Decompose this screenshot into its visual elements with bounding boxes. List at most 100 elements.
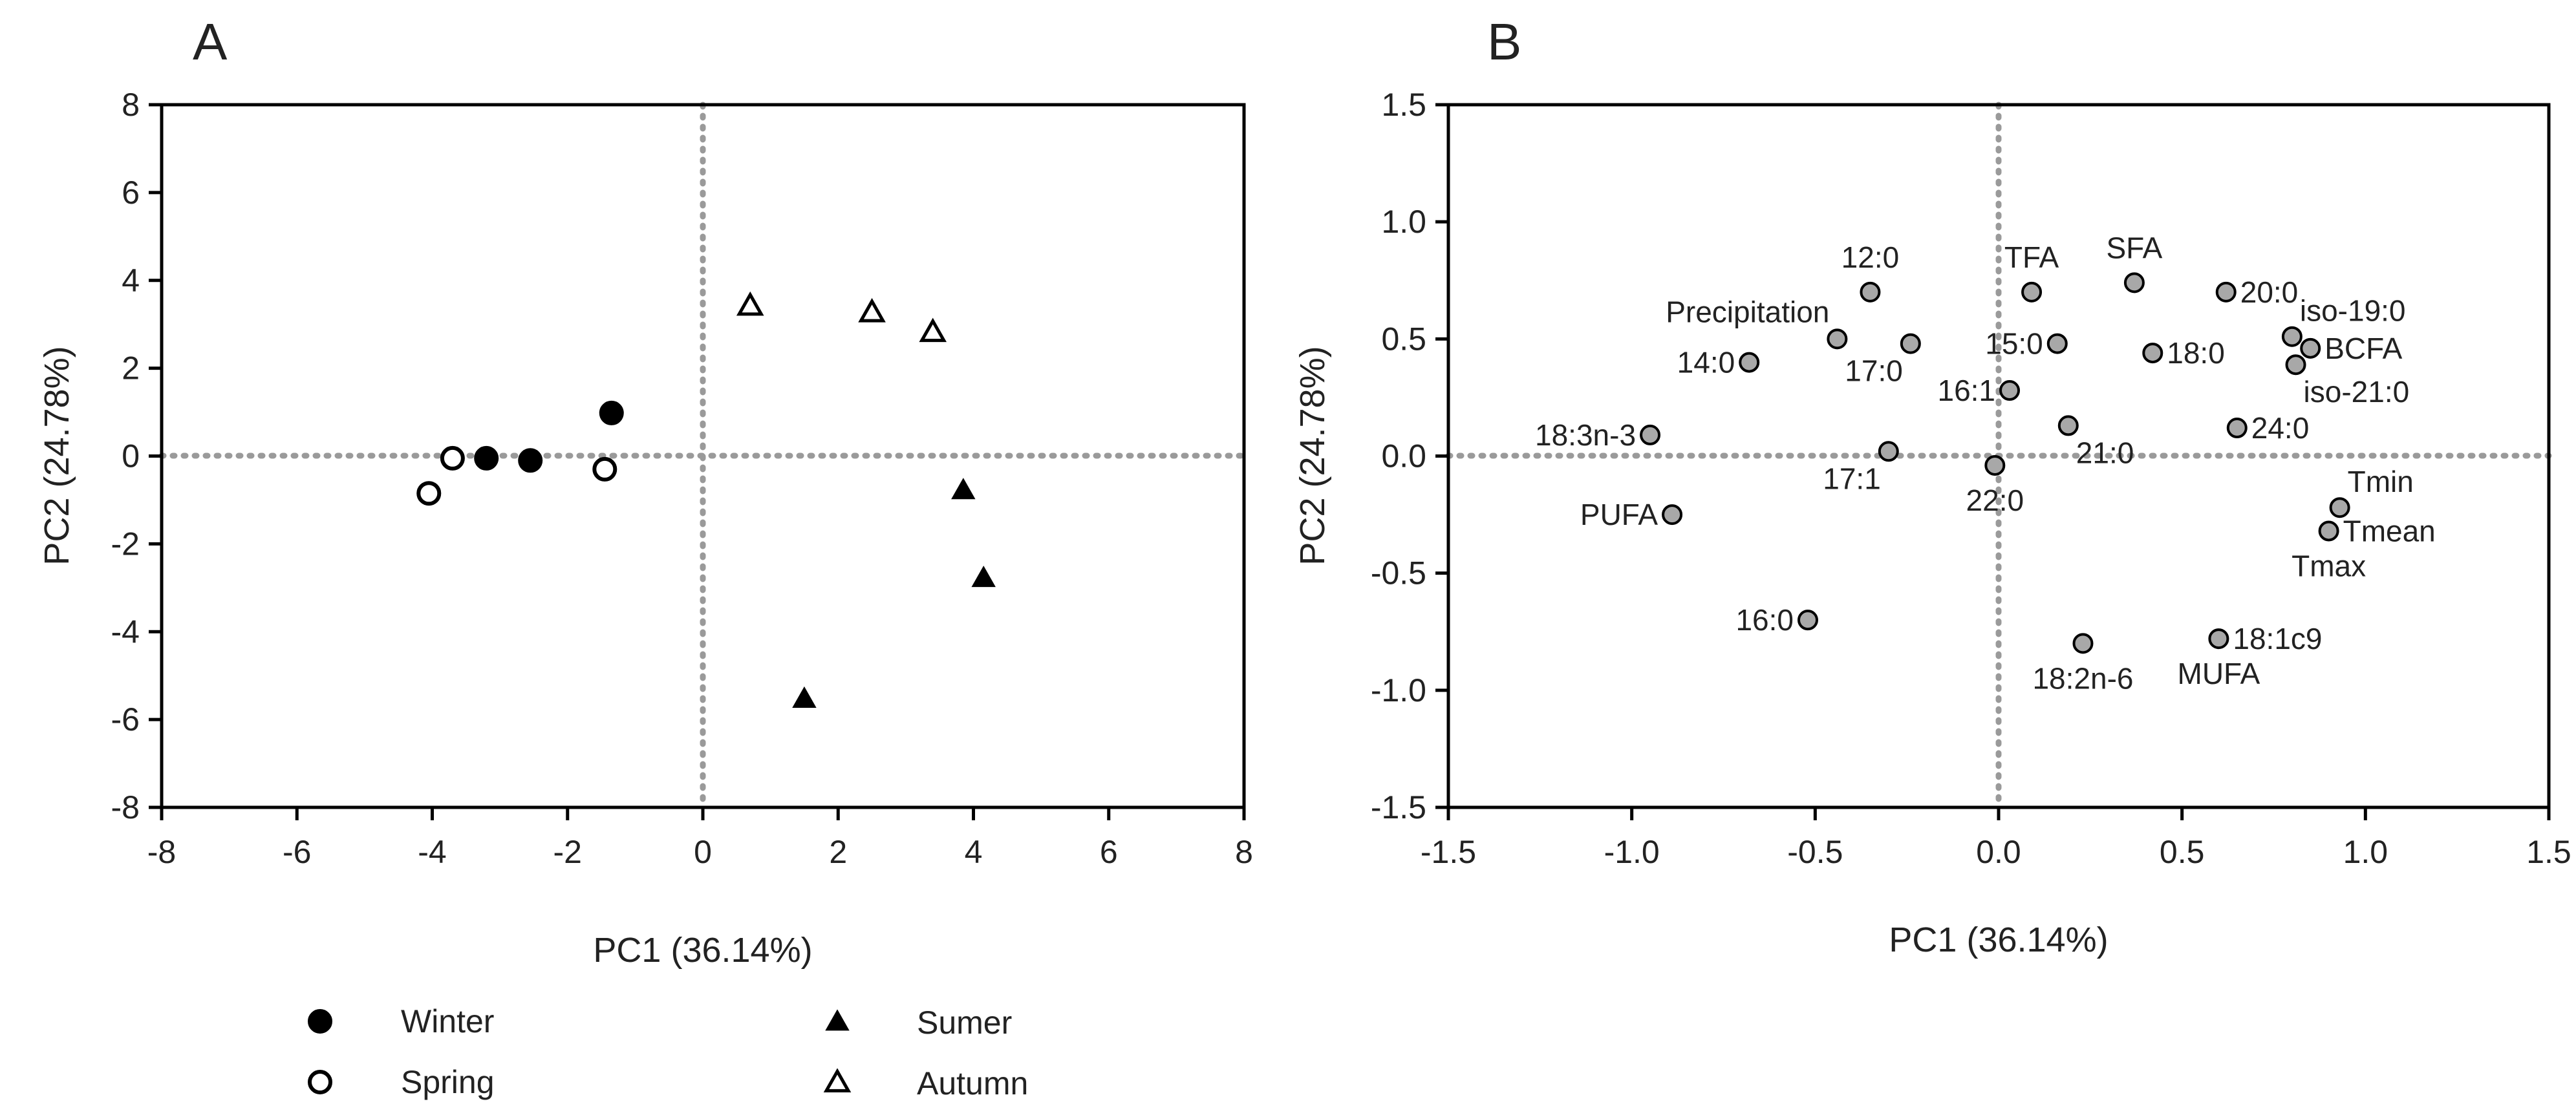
panel-a-x-tick-label: 2 (829, 834, 847, 870)
panel-b-point-15-0 (2046, 333, 2068, 354)
panel-b-label-24-0: 24:0 (2251, 411, 2310, 445)
panel-b-y-tick-label: 0.5 (1381, 321, 1426, 357)
panel-b-point-17-0 (1900, 333, 1921, 354)
panel-b-label-bcfa: BCFA (2324, 332, 2402, 365)
panel-letter-a: A (193, 13, 228, 70)
panel-b-point-20-0 (2215, 281, 2237, 303)
panel-b-label-precipitation: Precipitation (1666, 295, 1829, 328)
legend-label-autumn: Autumn (917, 1065, 1028, 1101)
panel-b-x-tick-label: 1.0 (2343, 834, 2388, 870)
panel-b-point-tfa (2021, 281, 2043, 303)
panel-b-label-18-1c9: 18:1c9 (2233, 622, 2322, 655)
panel-a-point-sumer (792, 686, 817, 708)
panel-b-label-18-2n-6: 18:2n-6 (2032, 661, 2133, 695)
panel-b-label-iso-21-0: iso-21:0 (2304, 375, 2410, 409)
panel-a-x-tick-label: 0 (694, 834, 712, 870)
panel-b-label-16-1: 16:1 (1937, 374, 1995, 407)
panel-a-y-tick-label: 0 (122, 438, 140, 474)
legend-marker-winter (308, 1009, 332, 1034)
panel-b-point-16-1 (1999, 380, 2021, 401)
panel-b-x-tick-label: -0.5 (1787, 834, 1843, 870)
legend-marker-spring (308, 1070, 332, 1094)
panel-b-point-21-0 (2057, 415, 2079, 436)
panel-a-x-tick-label: -6 (283, 834, 311, 870)
panel-b-point-18-3n-3 (1640, 424, 1661, 445)
panel-b-label-pufa: PUFA (1580, 498, 1658, 531)
panel-b-point-24-0 (2226, 418, 2248, 439)
legend-marker-sumer (825, 1009, 850, 1031)
panel-b-x-tick-label: -1.0 (1604, 834, 1660, 870)
legend-marker-autumn (823, 1068, 852, 1092)
panel-b-label-tmean: Tmean (2343, 514, 2436, 548)
panel-b-y-tick-label: 1.5 (1381, 87, 1426, 123)
panel-b-y-tick-label: 1.0 (1381, 204, 1426, 240)
panel-b-point-22-0 (1984, 454, 2006, 476)
panel-a-y-tick-label: -4 (111, 613, 140, 650)
panel-a-point-spring (440, 445, 465, 471)
panel-b-label-14-0: 14:0 (1677, 346, 1735, 379)
panel-a-x-tick-label: 4 (965, 834, 983, 870)
panel-b-x-tick-label: 0.0 (1976, 834, 2021, 870)
panel-b-y-tick-label: -0.5 (1371, 555, 1426, 591)
panel-b-label-16-0: 16:0 (1735, 603, 1794, 637)
panel-a-x-tick-label: 6 (1100, 834, 1118, 870)
panel-b-y-tick-label: -1.0 (1371, 672, 1426, 708)
panel-a-point-spring (416, 481, 442, 506)
panel-a-y-tick-label: 8 (122, 87, 140, 123)
panel-a-point-autumn (858, 298, 886, 323)
panel-a-y-tick-label: 4 (122, 262, 140, 299)
legend: Winter Spring Sumer Autumn (308, 1003, 1028, 1101)
panel-a-point-sumer (971, 566, 996, 588)
panel-b-label-sfa: SFA (2106, 231, 2162, 264)
panel-b-point-16-0 (1797, 610, 1818, 631)
panel-a-point-sumer (951, 478, 976, 500)
panel-b-point-18-1c9 (2208, 628, 2229, 650)
panel-b-y-axis-title: PC2 (24.78%) (1293, 346, 1332, 565)
panel-b-label-18-3n-3: 18:3n-3 (1535, 418, 1636, 452)
panel-a-point-winter (599, 400, 624, 425)
panel-a-y-tick-label: 2 (122, 350, 140, 387)
panel-b-point-sfa (2123, 272, 2145, 293)
panel-a-point-autumn (736, 291, 764, 316)
legend-label-winter: Winter (401, 1003, 494, 1039)
panel-a-x-tick-label: -2 (553, 834, 582, 870)
panel-b-label-tfa: TFA (2004, 240, 2059, 274)
panel-b-point-18-2n-6 (2072, 633, 2094, 654)
panel-b-data-points: 12:0 TFA SFA 20:0 Precipitation 17:0 14:0 15:0 1… (1535, 231, 2436, 695)
panel-b-label-17-0: 17:0 (1845, 354, 1903, 388)
panel-b-y-axis-ticks: -1.5 -1.0 -0.5 0.0 0.5 1.0 1.5 (1371, 87, 1448, 825)
panel-b-point-12-0 (1860, 281, 1881, 303)
panel-b-label-22-0: 22:0 (1966, 484, 2024, 517)
panel-a-x-tick-label: -8 (147, 834, 176, 870)
panel-a-y-tick-label: -6 (111, 701, 140, 738)
panel-b-pca-loadings-chart: -1.5 -1.0 -0.5 0.0 0.5 1.0 1.5 -1.5 -1.0 -0.5 0.0… (1293, 87, 2571, 959)
panel-b-point-tmin (2329, 497, 2350, 518)
panel-b-point-17-1 (1878, 441, 1899, 462)
panel-b-label-17-1: 17:1 (1823, 462, 1881, 495)
panel-b-point-iso-21-0 (2285, 354, 2306, 376)
panel-a-point-autumn (919, 317, 947, 343)
panel-a-point-winter (518, 448, 543, 473)
panel-a-x-tick-label: -4 (418, 834, 446, 870)
panel-a-y-tick-label: 6 (122, 175, 140, 211)
panel-a-pca-scores-chart: -8 -6 -4 -2 0 2 4 6 8 -8 -6 -4 -2 0 2 4 6 8 PC1 (36.14%)… (38, 87, 1253, 970)
panel-b-point-pufa (1662, 504, 1683, 526)
panel-a-y-tick-label: -8 (111, 789, 140, 825)
panel-b-x-axis-title: PC1 (36.14%) (1889, 920, 2108, 959)
panel-b-x-tick-label: 1.5 (2526, 834, 2571, 870)
panel-b-y-tick-label: 0.0 (1381, 438, 1426, 474)
panel-a-x-axis-title: PC1 (36.14%) (593, 931, 812, 970)
panel-b-x-tick-label: -1.5 (1421, 834, 1476, 870)
panel-a-x-tick-label: 8 (1235, 834, 1253, 870)
panel-b-point-18-0 (2142, 343, 2163, 364)
panel-b-point-precipitation (1827, 328, 1848, 350)
panel-b-label-21-0: 21:0 (2076, 436, 2134, 469)
panel-a-y-axis-title: PC2 (24.78%) (38, 346, 76, 565)
panel-b-point-iso-19-0 (2281, 326, 2302, 347)
panel-a-point-spring (592, 456, 617, 482)
panel-b-label-tmin: Tmin (2348, 465, 2414, 498)
panel-b-label-mufa: MUFA (2178, 657, 2260, 690)
panel-b-label-15-0: 15:0 (1985, 327, 2043, 361)
panel-b-point-tmean (2318, 520, 2339, 542)
panel-b-point-14-0 (1739, 352, 1760, 373)
